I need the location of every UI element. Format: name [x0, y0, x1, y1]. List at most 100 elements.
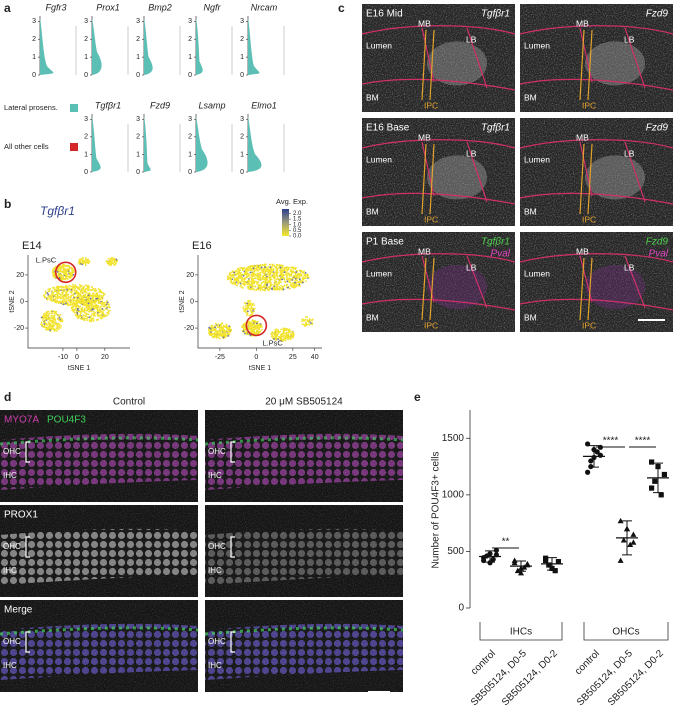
cell-dot: [84, 262, 87, 265]
cell-dot: [68, 267, 71, 270]
cell-dot: [246, 313, 249, 315]
cell-dot: [256, 273, 258, 275]
cell-dot: [280, 328, 283, 331]
cell-dot: [224, 335, 226, 338]
cell-dot: [72, 305, 75, 307]
cell-dot: [80, 312, 82, 314]
cell-dot: [243, 266, 246, 269]
cell-dot: [263, 263, 266, 266]
cell-dot: [273, 265, 276, 268]
cell-dot: [72, 270, 75, 273]
cell-dot: [64, 293, 67, 296]
cell-dot: [268, 277, 271, 279]
tick-label: 1: [136, 54, 140, 61]
tick-label: 500: [447, 546, 464, 557]
cell-dot: [88, 308, 91, 311]
tick-label: 1000: [442, 489, 465, 500]
outline: [519, 25, 674, 91]
cell-label: IHC: [208, 661, 222, 670]
cell-dot: [229, 272, 231, 274]
cell-dot: [57, 318, 59, 321]
tick-label: 1: [240, 54, 244, 61]
cell-dot: [298, 275, 301, 277]
cell-dot: [94, 304, 97, 307]
significance-label: **: [502, 537, 510, 548]
cell-dot: [284, 332, 287, 335]
category-label: SB505124, D0-5: [575, 648, 635, 708]
cell-dot: [276, 287, 279, 290]
data-point: [588, 463, 594, 470]
cell-dot: [93, 295, 95, 298]
region-label: Lumen: [366, 154, 392, 164]
cell-dot: [289, 270, 292, 272]
region-label: BM: [524, 206, 537, 216]
cell-dot: [90, 301, 92, 303]
cell-dot: [251, 319, 254, 322]
cell-dot: [100, 291, 102, 293]
cell-dot: [69, 304, 71, 307]
cell-dot: [298, 280, 301, 283]
cell-dot: [258, 328, 261, 331]
cell-dot: [268, 270, 270, 273]
cell-dot: [255, 325, 258, 328]
cell-dot: [259, 284, 262, 287]
signal: [585, 41, 645, 86]
cell-dot: [251, 275, 254, 278]
cell-dot: [307, 321, 310, 323]
cell-dot: [95, 299, 98, 302]
cell-dot: [284, 339, 287, 342]
cell-dot: [275, 286, 278, 288]
cell-dot: [55, 322, 58, 325]
cell-dot: [267, 265, 270, 268]
cell-dot: [249, 320, 251, 323]
cell-dot: [54, 319, 57, 322]
cell-dot: [260, 324, 263, 327]
cell-dot: [281, 278, 284, 281]
cell-dot: [260, 282, 263, 284]
cell-dot: [229, 277, 232, 279]
cell-dot: [77, 317, 80, 320]
cell-dot: [230, 329, 233, 332]
cell-dot: [70, 285, 72, 288]
cell-dot: [53, 322, 55, 325]
cell-dot: [100, 301, 103, 304]
cell-dot: [111, 257, 114, 260]
cell-dot: [284, 338, 287, 341]
micrograph-texture: [520, 232, 673, 332]
cell-dot: [306, 273, 309, 276]
cell-dot: [279, 273, 282, 276]
cell-dot: [77, 287, 80, 289]
cell-dot: [210, 324, 213, 327]
cell-dot: [210, 332, 212, 335]
cell-dot: [274, 328, 277, 331]
cell-dot: [276, 273, 278, 276]
cell-dot: [270, 278, 273, 281]
region-label: IPC: [424, 320, 438, 330]
cell-dot: [49, 287, 51, 290]
cell-dot: [58, 270, 61, 273]
stain-label: MYO7A: [4, 415, 39, 426]
cell-dot: [80, 308, 83, 310]
cell-dot: [255, 289, 258, 291]
colorbar: [282, 209, 289, 236]
micrograph-texture: [520, 4, 673, 112]
data-point: [594, 449, 600, 455]
cell-dot: [74, 287, 77, 290]
cell-dot: [231, 273, 234, 276]
cell-dot: [57, 301, 60, 304]
cell-dot: [100, 314, 103, 316]
cell-dot: [270, 284, 272, 287]
cell-dot: [50, 317, 53, 320]
region-label: Lumen: [366, 268, 392, 278]
cell-dot: [61, 292, 63, 295]
cell-dot: [95, 289, 98, 292]
micrograph-texture: [205, 410, 403, 502]
cell-dot: [79, 290, 82, 293]
tick-label: 0: [254, 354, 258, 361]
cell-dot: [51, 316, 54, 319]
cell-dot: [225, 330, 228, 332]
cell-dots: [40, 256, 118, 333]
cell-dot: [288, 279, 291, 282]
cell-dot: [290, 283, 293, 285]
region-label: IPC: [582, 100, 596, 110]
